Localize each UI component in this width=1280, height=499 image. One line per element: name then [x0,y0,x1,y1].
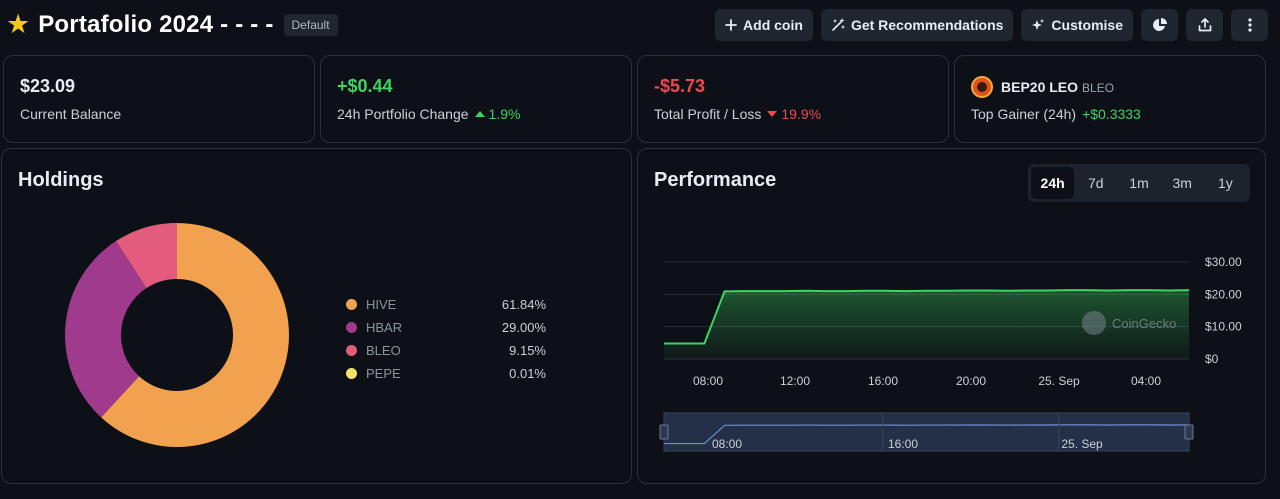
period-tabs: 24h 7d 1m 3m 1y [1028,164,1250,202]
top-gainer-value: +$0.3333 [1082,106,1141,122]
navigator-line [664,424,1190,445]
legend-item-hbar[interactable]: HBAR 29.00% [346,316,546,339]
balance-label: Current Balance [20,106,122,122]
legend-dot [346,368,357,379]
sparkle-icon [1032,19,1045,30]
performance-chart[interactable]: $30.00 $20.00 $10.00 $0 CoinGecko 08:00 12:00 1… [655,245,1255,455]
profit-label: Total Profit / Loss [654,106,762,122]
coin-symbol: BLEO [1082,81,1115,95]
change-percent-value: 1.9% [488,106,521,122]
more-vertical-icon [1247,18,1252,32]
more-options-button[interactable] [1231,9,1268,41]
tab-7d[interactable]: 7d [1088,175,1104,191]
page-header: ★ Portafolio 2024 - - - - Default [0,0,1280,50]
donut-slice-hive[interactable] [101,223,289,448]
y-tick-label: $20.00 [1205,287,1242,301]
tab-3m[interactable]: 3m [1172,175,1192,191]
change-value: +$0.44 [337,76,393,96]
navigator-tick-label: 16:00 [888,437,918,451]
y-tick-label: $10.00 [1205,320,1242,334]
legend-percent: 61.84% [501,297,546,312]
customise-label: Customise [1051,17,1123,33]
legend-name: PEPE [366,366,401,381]
legend-dot [346,345,357,356]
legend-item-bleo[interactable]: BLEO 9.15% [346,339,546,362]
performance-title: Performance [654,169,777,191]
upload-icon [1198,18,1211,32]
coin-name: BEP20 LEO BLEO [1001,79,1115,95]
donut-slice-bleo[interactable] [116,223,177,289]
x-tick-label: 12:00 [780,374,810,388]
range-navigator[interactable] [663,412,1190,452]
pie-chart-button[interactable] [1141,9,1178,41]
profit-percent: 19.9% [767,106,821,122]
holdings-donut-chart[interactable] [57,215,297,455]
legend-name: HBAR [366,320,403,335]
holdings-title: Holdings [18,169,104,191]
y-tick-label: $0 [1205,352,1219,366]
coingecko-watermark: CoinGecko [1082,311,1176,335]
magic-wand-icon [832,18,845,31]
current-balance-card: $23.09 Current Balance [3,55,315,143]
legend-percent: 0.01% [509,366,546,381]
navigator-tick-label: 08:00 [712,437,742,451]
default-badge: Default [283,14,338,36]
get-recommendations-label: Get Recommendations [850,17,1004,33]
tab-1m[interactable]: 1m [1129,175,1149,191]
svg-text:CoinGecko: CoinGecko [1112,316,1176,331]
favorite-star-icon[interactable]: ★ [6,8,31,39]
top-gainer-label: Top Gainer (24h) [971,106,1077,122]
plus-icon [725,19,737,31]
navigator-handle-left[interactable] [659,424,669,440]
y-tick-label: $30.00 [1205,255,1242,269]
change-label: 24h Portfolio Change [337,106,469,122]
pie-chart-icon [1152,18,1167,31]
change-percent: 1.9% [474,106,521,122]
customise-button[interactable]: Customise [1021,9,1133,41]
tab-1y[interactable]: 1y [1218,175,1233,191]
profit-percent-value: 19.9% [781,106,822,122]
tab-24h[interactable]: 24h [1031,167,1075,199]
legend-name: HIVE [366,297,397,312]
caret-down-icon [767,111,778,117]
holdings-legend: HIVE 61.84% HBAR 29.00% BLEO 9.15% PEPE 0.01% [346,293,546,385]
coin-logo-icon [971,76,993,98]
x-tick-label: 16:00 [868,374,898,388]
share-button[interactable] [1186,9,1223,41]
portfolio-title: Portafolio 2024 - - - - [38,11,274,38]
legend-item-pepe[interactable]: PEPE 0.01% [346,362,546,385]
performance-line[interactable] [664,289,1190,345]
header-actions: Add coin Get Recommendations Customise [715,9,1268,41]
x-tick-label: 04:00 [1131,374,1161,388]
x-tick-label: 20:00 [956,374,986,388]
donut-slice-hbar[interactable] [64,241,147,418]
legend-dot [346,299,357,310]
navigator-tick-label: 25. Sep [1061,437,1103,451]
caret-up-icon [474,111,485,117]
navigator-handle-right[interactable] [1184,424,1194,440]
x-tick-label: 25. Sep [1038,374,1080,388]
profit-loss-card: -$5.73 Total Profit / Loss 19.9% [637,55,949,143]
legend-percent: 29.00% [501,320,546,335]
legend-percent: 9.15% [509,343,546,358]
add-coin-label: Add coin [743,17,803,33]
top-gainer-coin[interactable]: BEP20 LEO BLEO [971,76,1114,98]
add-coin-button[interactable]: Add coin [715,9,813,41]
top-gainer-card: BEP20 LEO BLEO Top Gainer (24h) +$0.3333 [954,55,1266,143]
legend-name: BLEO [366,343,401,358]
performance-area [664,290,1189,359]
balance-value: $23.09 [20,76,76,96]
portfolio-change-card: +$0.44 24h Portfolio Change 1.9% [320,55,632,143]
legend-item-hive[interactable]: HIVE 61.84% [346,293,546,316]
get-recommendations-button[interactable]: Get Recommendations [820,9,1014,41]
legend-dot [346,322,357,333]
x-tick-label: 08:00 [693,374,723,388]
profit-value: -$5.73 [654,76,706,96]
